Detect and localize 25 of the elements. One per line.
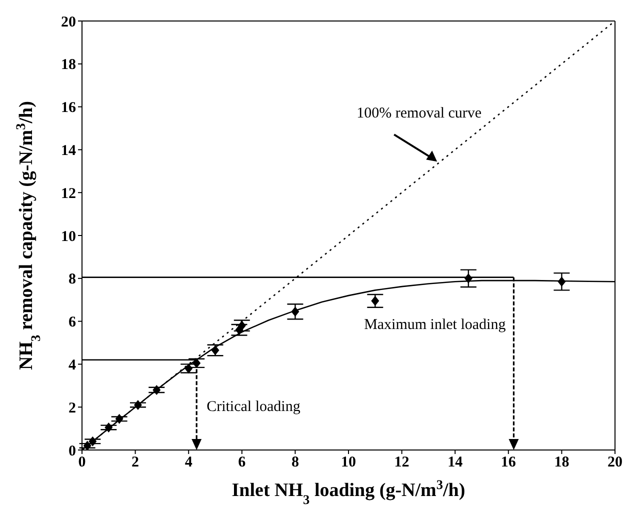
y-tick-label: 20 [61,14,76,30]
x-tick-label: 4 [184,454,193,471]
y-tick-label: 8 [68,272,76,288]
y-tick-label: 4 [68,358,76,374]
x-tick-label: 6 [238,454,246,471]
x-tick-label: 20 [608,454,622,471]
annotation: Maximum inlet loading [364,317,506,334]
x-tick-label: 8 [291,454,299,471]
y-tick-label: 14 [61,143,76,160]
y-tick-label: 10 [61,228,76,245]
x-axis-title: Inlet NH$_{3}$ loading (g-N/m$^{3}$/h) [232,476,466,506]
x-tick-label: 16 [500,454,516,471]
annotation: 100% removal curve [356,106,482,122]
y-tick-label: 12 [61,186,76,202]
x-tick-label: 10 [341,454,356,471]
x-tick-label: 14 [448,454,464,471]
y-tick-label: 0 [68,443,76,460]
y-tick-label: 2 [68,400,76,416]
annotation: Critical loading [206,398,301,415]
x-tick-label: 12 [394,454,410,471]
x-tick-label: 18 [554,454,570,471]
y-tick-label: 16 [61,100,76,116]
x-tick-label: 2 [132,454,140,471]
y-tick-label: 18 [61,57,76,74]
y-tick-label: 6 [68,314,76,331]
